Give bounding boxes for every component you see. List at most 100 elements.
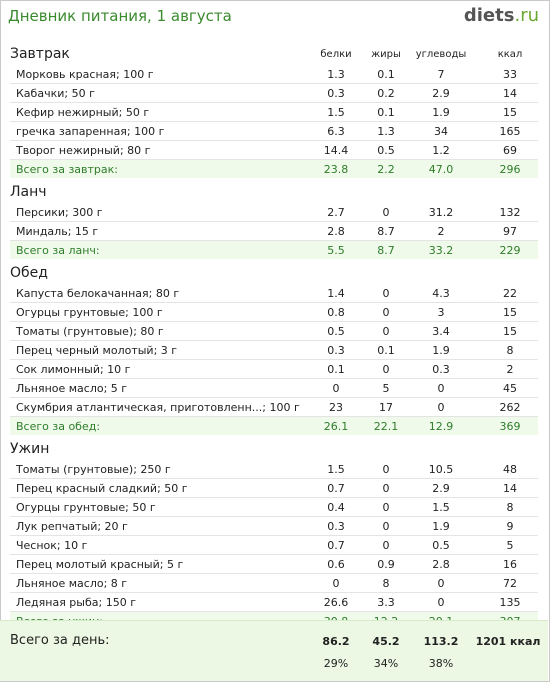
- food-protein: 0: [332, 577, 340, 590]
- section-total-kcal: 229: [499, 244, 521, 257]
- food-protein: 0.8: [327, 306, 345, 319]
- food-carbs: 2.9: [432, 87, 450, 100]
- food-name: Творог нежирный; 80 г: [16, 144, 151, 157]
- section-total-fat: 2.2: [377, 163, 395, 176]
- food-carbs: 0.5: [432, 539, 450, 552]
- food-kcal: 132: [499, 206, 521, 219]
- food-protein: 0.7: [327, 539, 345, 552]
- logo-tld: .ru: [514, 5, 539, 26]
- food-protein: 0.3: [327, 520, 345, 533]
- food-fat: 0.9: [377, 558, 395, 571]
- section-total-label: Всего за ланч:: [16, 244, 100, 257]
- food-row: Скумбрия атлантическая, приготовленн...;…: [10, 398, 538, 417]
- food-kcal: 14: [503, 482, 517, 495]
- section-header: Обед: [10, 259, 538, 284]
- food-row: Персики; 300 г 2.7 0 31.2 132: [10, 203, 538, 222]
- day-total-carbs: 113.2: [423, 635, 459, 648]
- food-kcal: 135: [499, 596, 521, 609]
- food-name: Льняное масло; 8 г: [16, 577, 128, 590]
- food-carbs: 0: [437, 596, 445, 609]
- section-total-row: Всего за завтрак: 23.8 2.2 47.0 296: [10, 160, 538, 178]
- day-total-kcal: 1201 ккал: [475, 635, 541, 648]
- food-kcal: 8: [506, 344, 514, 357]
- food-protein: 14.4: [323, 144, 349, 157]
- food-protein: 1.3: [327, 68, 345, 81]
- food-name: Перец черный молотый; 3 г: [16, 344, 178, 357]
- food-carbs: 0.3: [432, 363, 450, 376]
- food-row: Перец черный молотый; 3 г 0.3 0.1 1.9 8: [10, 341, 538, 360]
- food-name: Огурцы грунтовые; 50 г: [16, 501, 156, 514]
- food-fat: 0: [382, 363, 390, 376]
- food-name: Льняное масло; 5 г: [16, 382, 128, 395]
- food-kcal: 165: [499, 125, 521, 138]
- food-kcal: 48: [503, 463, 517, 476]
- column-header: углеводы: [415, 49, 467, 60]
- food-fat: 0: [382, 287, 390, 300]
- day-total: Всего за день: 86.2 45.2 113.2 1201 ккал…: [0, 620, 548, 681]
- section-total-protein: 26.1: [323, 420, 349, 433]
- day-carbs-percent: 38%: [428, 657, 454, 670]
- diary-table: Завтрак белки жиры углеводы ккал Морковь крас…: [10, 40, 538, 630]
- food-carbs: 0: [437, 382, 445, 395]
- food-name: Ледяная рыба; 150 г: [16, 596, 136, 609]
- food-name: Перец молотый красный; 5 г: [16, 558, 184, 571]
- food-row: Капуста белокачанная; 80 г 1.4 0 4.3 22: [10, 284, 538, 303]
- day-total-fat: 45.2: [372, 635, 400, 648]
- page-title: Дневник питания, 1 августа: [8, 7, 232, 25]
- section-title: Ланч: [10, 184, 47, 200]
- food-carbs: 10.5: [428, 463, 454, 476]
- section-header: Завтрак белки жиры углеводы ккал: [10, 40, 538, 65]
- section-total-row: Всего за ланч: 5.5 8.7 33.2 229: [10, 241, 538, 259]
- column-header: белки: [320, 49, 352, 60]
- section-title: Обед: [10, 265, 48, 281]
- food-fat: 0.5: [377, 144, 395, 157]
- food-kcal: 22: [503, 287, 517, 300]
- food-row: Огурцы грунтовые; 100 г 0.8 0 3 15: [10, 303, 538, 322]
- food-carbs: 1.9: [432, 106, 450, 119]
- section-header: Ланч: [10, 178, 538, 203]
- food-fat: 1.3: [377, 125, 395, 138]
- food-carbs: 31.2: [428, 206, 454, 219]
- food-protein: 23: [329, 401, 343, 414]
- site-logo[interactable]: diets.ru: [464, 5, 539, 26]
- food-row: Томаты (грунтовые); 80 г 0.5 0 3.4 15: [10, 322, 538, 341]
- food-kcal: 9: [506, 520, 514, 533]
- food-name: Огурцы грунтовые; 100 г: [16, 306, 163, 319]
- food-kcal: 14: [503, 87, 517, 100]
- food-name: Перец красный сладкий; 50 г: [16, 482, 188, 495]
- food-kcal: 2: [506, 363, 514, 376]
- section-total-kcal: 296: [499, 163, 521, 176]
- food-carbs: 0: [437, 577, 445, 590]
- food-fat: 8: [382, 577, 390, 590]
- logo-main: diets: [463, 5, 515, 26]
- food-kcal: 33: [503, 68, 517, 81]
- column-header: ккал: [497, 49, 523, 60]
- food-row: Огурцы грунтовые; 50 г 0.4 0 1.5 8: [10, 498, 538, 517]
- food-protein: 1.5: [327, 106, 345, 119]
- section-total-kcal: 369: [499, 420, 521, 433]
- day-fat-percent: 34%: [373, 657, 399, 670]
- food-protein: 1.4: [327, 287, 345, 300]
- food-name: Скумбрия атлантическая, приготовленн...;…: [16, 401, 300, 414]
- section-total-protein: 23.8: [323, 163, 349, 176]
- food-name: Миндаль; 15 г: [16, 225, 99, 238]
- section-total-label: Всего за обед:: [16, 420, 101, 433]
- column-header: жиры: [371, 49, 401, 60]
- day-total-label: Всего за день:: [10, 633, 110, 648]
- food-carbs: 0: [437, 401, 445, 414]
- section-title: Завтрак: [10, 46, 70, 62]
- food-name: Сок лимонный; 10 г: [16, 363, 131, 376]
- section-total-carbs: 47.0: [428, 163, 454, 176]
- food-row: Перец красный сладкий; 50 г 0.7 0 2.9 14: [10, 479, 538, 498]
- food-kcal: 8: [506, 501, 514, 514]
- food-carbs: 2.8: [432, 558, 450, 571]
- food-row: Перец молотый красный; 5 г 0.6 0.9 2.8 16: [10, 555, 538, 574]
- food-kcal: 45: [503, 382, 517, 395]
- food-row: Льняное масло; 8 г 0 8 0 72: [10, 574, 538, 593]
- food-protein: 0.7: [327, 482, 345, 495]
- food-kcal: 15: [503, 106, 517, 119]
- section-total-label: Всего за завтрак:: [16, 163, 119, 176]
- food-name: Морковь красная; 100 г: [16, 68, 154, 81]
- food-fat: 0.2: [377, 87, 395, 100]
- food-carbs: 1.5: [432, 501, 450, 514]
